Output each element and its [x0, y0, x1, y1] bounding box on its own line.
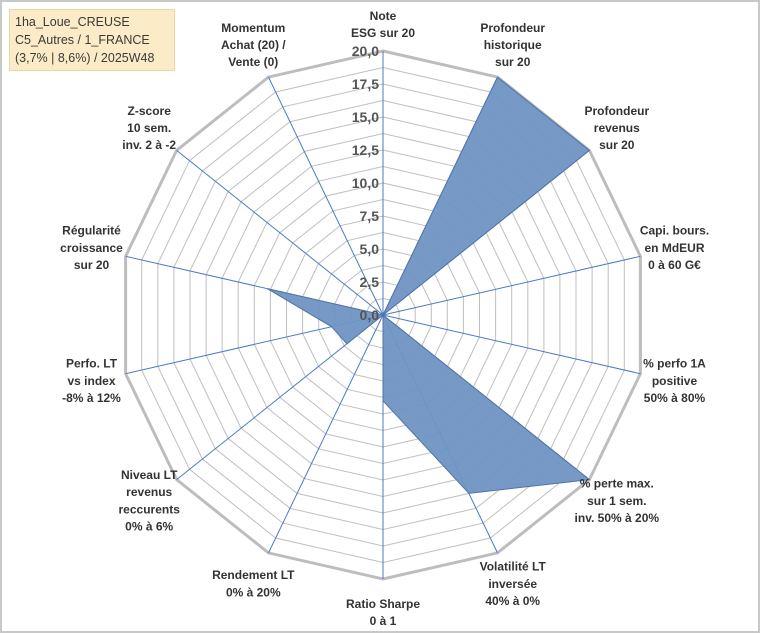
radar-tick-label: 20,0: [352, 43, 379, 59]
radar-category-label: Profondeur historique sur 20: [480, 21, 545, 69]
radar-category-label: Capi. bours. en MdEUR 0 à 60 G€: [640, 224, 709, 272]
radar-category-label: Note ESG sur 20: [351, 9, 415, 40]
radar-tick-label: 7,5: [360, 208, 380, 224]
title-line-2: C5_Autres / 1_FRANCE: [15, 33, 150, 47]
radar-category-label: Profondeur revenus sur 20: [584, 104, 649, 152]
title-line-1: 1ha_Loue_CREUSE: [15, 15, 130, 29]
radar-tick-label: 15,0: [352, 109, 379, 125]
radar-category-label: Z-score 10 sem. inv. 2 à -2: [122, 104, 176, 152]
radar-tick-label: 2,5: [360, 274, 380, 290]
radar-category-label: Régularité croissance sur 20: [60, 224, 123, 272]
radar-category-label: Momentum Achat (20) / Vente (0): [221, 21, 286, 69]
radar-tick-label: 17,5: [352, 76, 379, 92]
radar-tick-label: 0,0: [360, 307, 380, 323]
radar-category-label: Ratio Sharpe 0 à 1: [346, 597, 420, 628]
radar-tick-label: 5,0: [360, 241, 380, 257]
radar-spoke: [268, 314, 384, 554]
title-line-3: (3,7% | 8,6%) / 2025W48: [15, 51, 155, 65]
radar-spoke: [382, 314, 641, 375]
radar-spoke: [382, 255, 641, 316]
radar-category-label: Volatilité LT inversée 40% à 0%: [480, 560, 547, 608]
radar-series-area: [266, 76, 591, 494]
radar-tick-label: 10,0: [352, 175, 379, 191]
chart-title-box: 1ha_Loue_CREUSE C5_Autres / 1_FRANCE (3,…: [9, 9, 175, 71]
radar-spoke: [176, 150, 384, 316]
radar-spoke: [268, 76, 384, 316]
radar-category-label: Perfo. LT vs index -8% à 12%: [62, 357, 121, 405]
radar-category-label: % perfo 1A positive 50% à 80%: [643, 357, 706, 405]
radar-category-label: Rendement LT 0% à 20%: [212, 568, 295, 599]
radar-category-label: Niveau LT revenus reccurents 0% à 6%: [119, 468, 181, 534]
radar-tick-label: 12,5: [352, 142, 379, 158]
radar-category-label: % perte max. sur 1 sem. inv. 50% à 20%: [575, 477, 660, 525]
